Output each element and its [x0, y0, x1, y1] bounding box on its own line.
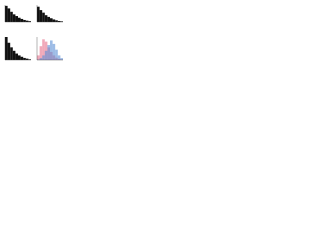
histogram-bar [39, 46, 43, 60]
histogram-bar [50, 40, 53, 60]
histogram-bar [42, 39, 45, 60]
histogram-bar [7, 8, 11, 22]
histogram-bar [10, 11, 13, 22]
histogram-bar [10, 47, 13, 60]
histogram-bar [23, 57, 26, 60]
histogram-bar [39, 10, 43, 22]
histogram-bar [18, 17, 21, 22]
histogram-bar [55, 20, 58, 22]
histogram-bar [28, 59, 31, 60]
histogram-bar [18, 55, 21, 60]
histogram-bar [60, 21, 63, 22]
histogram-bar [44, 15, 48, 22]
histogram-bar [25, 58, 29, 60]
histogram-bar [28, 21, 31, 22]
histogram-bar [15, 16, 18, 22]
histogram-bar [25, 20, 29, 22]
histogram-bar [12, 14, 16, 22]
histogram-bar [50, 18, 53, 22]
histogram-bar [47, 45, 50, 60]
histogram-bar [57, 55, 61, 60]
histogram-bar [5, 37, 8, 60]
histogram-bar [7, 42, 11, 60]
histogram-bar [23, 19, 26, 22]
histogram-bar [55, 49, 58, 60]
histogram-bar [20, 18, 24, 22]
histogram-bar [15, 53, 18, 60]
page: (() => { const data = JSON.parse(documen… [0, 0, 68, 68]
histogram-bar [47, 16, 50, 22]
histogram-bar [37, 55, 40, 60]
histogram-bar [12, 50, 16, 60]
histogram-bar [37, 6, 40, 22]
histogram-bar [42, 12, 45, 22]
histogram-bar [20, 56, 24, 60]
histogram-bar [52, 19, 56, 22]
histogram-bar [60, 58, 63, 60]
histogram-bar [39, 58, 43, 60]
histogram-bar [5, 5, 8, 22]
histogram-bar [44, 50, 48, 60]
histogram-bar [42, 55, 45, 60]
histogram-bar [52, 43, 56, 60]
figure [4, 5, 63, 61]
histogram-bar [57, 20, 61, 22]
